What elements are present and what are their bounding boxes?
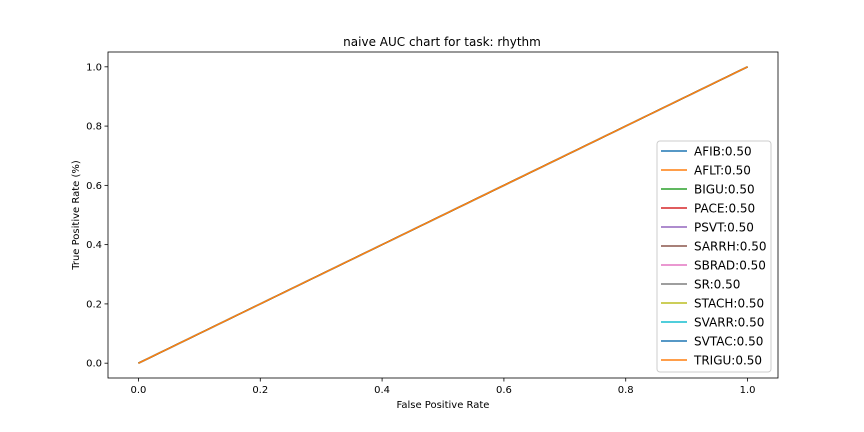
x-tick-label: 0.8: [618, 385, 634, 396]
y-tick-label: 0.2: [86, 299, 102, 310]
y-tick-label: 1.0: [86, 62, 102, 73]
chart-title: naive AUC chart for task: rhythm: [343, 35, 541, 49]
x-tick-label: 0.0: [131, 385, 147, 396]
y-tick-label: 0.4: [86, 240, 102, 251]
y-tick-label: 0.8: [86, 122, 102, 133]
legend-label: STACH:0.50: [694, 297, 764, 311]
y-axis: 0.0 0.2 0.4 0.6 0.8 1.0: [86, 62, 108, 370]
legend-label: PSVT:0.50: [694, 221, 754, 235]
legend-frame: [656, 140, 772, 373]
x-tick-label: 0.2: [252, 385, 268, 396]
legend-label: SR:0.50: [694, 278, 740, 292]
plot-frame: [107, 51, 779, 379]
legend-label: SVARR:0.50: [694, 316, 764, 330]
y-tick-label: 0.6: [86, 181, 102, 192]
legend-label: AFLT:0.50: [694, 164, 751, 178]
series-line-trigu: [138, 66, 748, 364]
x-tick-label: 0.6: [496, 385, 512, 396]
x-tick-label: 0.4: [374, 385, 390, 396]
legend: AFIB:0.50 AFLT:0.50 BIGU:0.50 PACE:0.50 PSVT…: [656, 140, 772, 373]
x-axis: 0.0 0.2 0.4 0.6 0.8 1.0: [131, 378, 756, 396]
x-axis-label: False Positive Rate: [397, 400, 490, 411]
legend-label: SARRH:0.50: [694, 240, 767, 254]
legend-label: SVTAC:0.50: [694, 335, 763, 349]
legend-label: AFIB:0.50: [694, 145, 752, 159]
legend-label: PACE:0.50: [694, 202, 755, 216]
legend-label: TRIGU:0.50: [693, 354, 762, 368]
legend-label: BIGU:0.50: [694, 183, 755, 197]
y-axis-label: True Positive Rate (%): [71, 160, 82, 271]
y-tick-label: 0.0: [86, 359, 102, 370]
plot-area: [138, 66, 748, 364]
x-tick-label: 1.0: [740, 385, 756, 396]
legend-label: SBRAD:0.50: [694, 259, 766, 273]
